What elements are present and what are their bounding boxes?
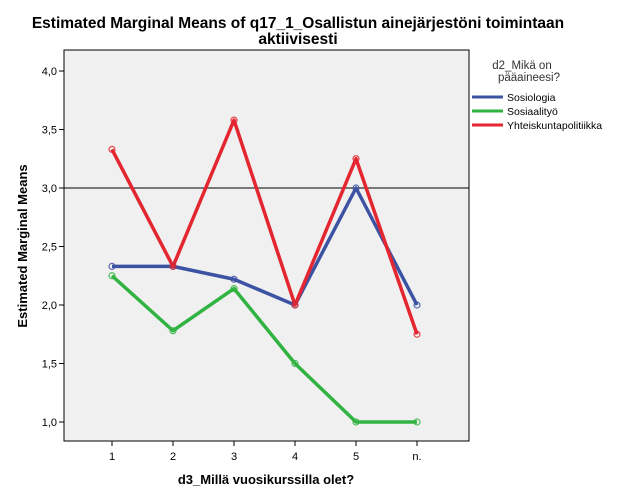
series-sosiologia	[112, 186, 419, 307]
data-point	[169, 262, 177, 270]
x-tick-label: 3	[231, 451, 237, 463]
data-point	[413, 418, 421, 426]
chart-title: Estimated Marginal Means of q17_1_Osalli…	[32, 15, 564, 48]
series-sosiaality-	[110, 274, 417, 424]
series-group	[108, 116, 421, 426]
y-tick-label: 1,5	[42, 359, 57, 371]
y-tick-label: 3,5	[42, 125, 57, 137]
y-tick-label: 3,0	[42, 183, 57, 195]
legend: d2_Mikä on pääaineesi? Sosiologia Sosiaal…	[472, 60, 602, 132]
data-point	[352, 184, 360, 192]
data-point	[291, 301, 299, 309]
y-tick-label: 2,5	[42, 242, 57, 254]
x-axis: 1 2 3 4 5 n.	[109, 441, 422, 463]
data-point	[108, 262, 116, 270]
data-point	[352, 418, 360, 426]
x-tick-label: 4	[292, 451, 298, 463]
legend-title-line1: d2_Mikä on	[492, 60, 551, 72]
data-point	[230, 275, 238, 283]
chart-title-line2: aktiivisesti	[258, 31, 337, 48]
series-line	[110, 274, 417, 424]
y-axis: 1,0 1,5 2,0 2,5 3,0 3,5 4,0	[42, 66, 64, 429]
data-point	[413, 330, 421, 338]
data-point	[291, 359, 299, 368]
x-tick-label: 5	[353, 451, 359, 463]
chart-title-line1: Estimated Marginal Means of q17_1_Osalli…	[32, 15, 564, 32]
legend-label: Yhteiskuntapolitiikka	[507, 120, 602, 132]
x-tick-label: 1	[109, 451, 115, 463]
y-tick-label: 2,0	[42, 300, 57, 312]
y-axis-label: Estimated Marginal Means	[15, 164, 30, 327]
legend-items: Sosiologia Sosiaalityö Yhteiskuntapolitiik…	[472, 92, 602, 132]
series-line	[110, 118, 419, 335]
series-line	[112, 186, 419, 307]
data-point	[108, 145, 116, 153]
data-point	[230, 285, 238, 293]
x-tick-label: 2	[170, 451, 176, 463]
data-point	[169, 327, 177, 335]
y-tick-label: 1,0	[42, 417, 57, 429]
data-point	[230, 116, 238, 124]
series-yhteiskuntapolitiikka	[110, 118, 419, 335]
x-axis-label: d3_Millä vuosikurssilla olet?	[178, 472, 354, 487]
x-tick-label: n.	[412, 451, 421, 463]
plot-area	[63, 49, 470, 442]
data-point	[352, 155, 360, 163]
y-tick-label: 4,0	[42, 66, 57, 78]
data-point	[108, 272, 116, 280]
legend-label: Sosiaalityö	[507, 106, 558, 118]
data-point	[413, 301, 421, 309]
legend-label: Sosiologia	[507, 92, 556, 104]
legend-title-line2: pääaineesi?	[498, 72, 560, 84]
